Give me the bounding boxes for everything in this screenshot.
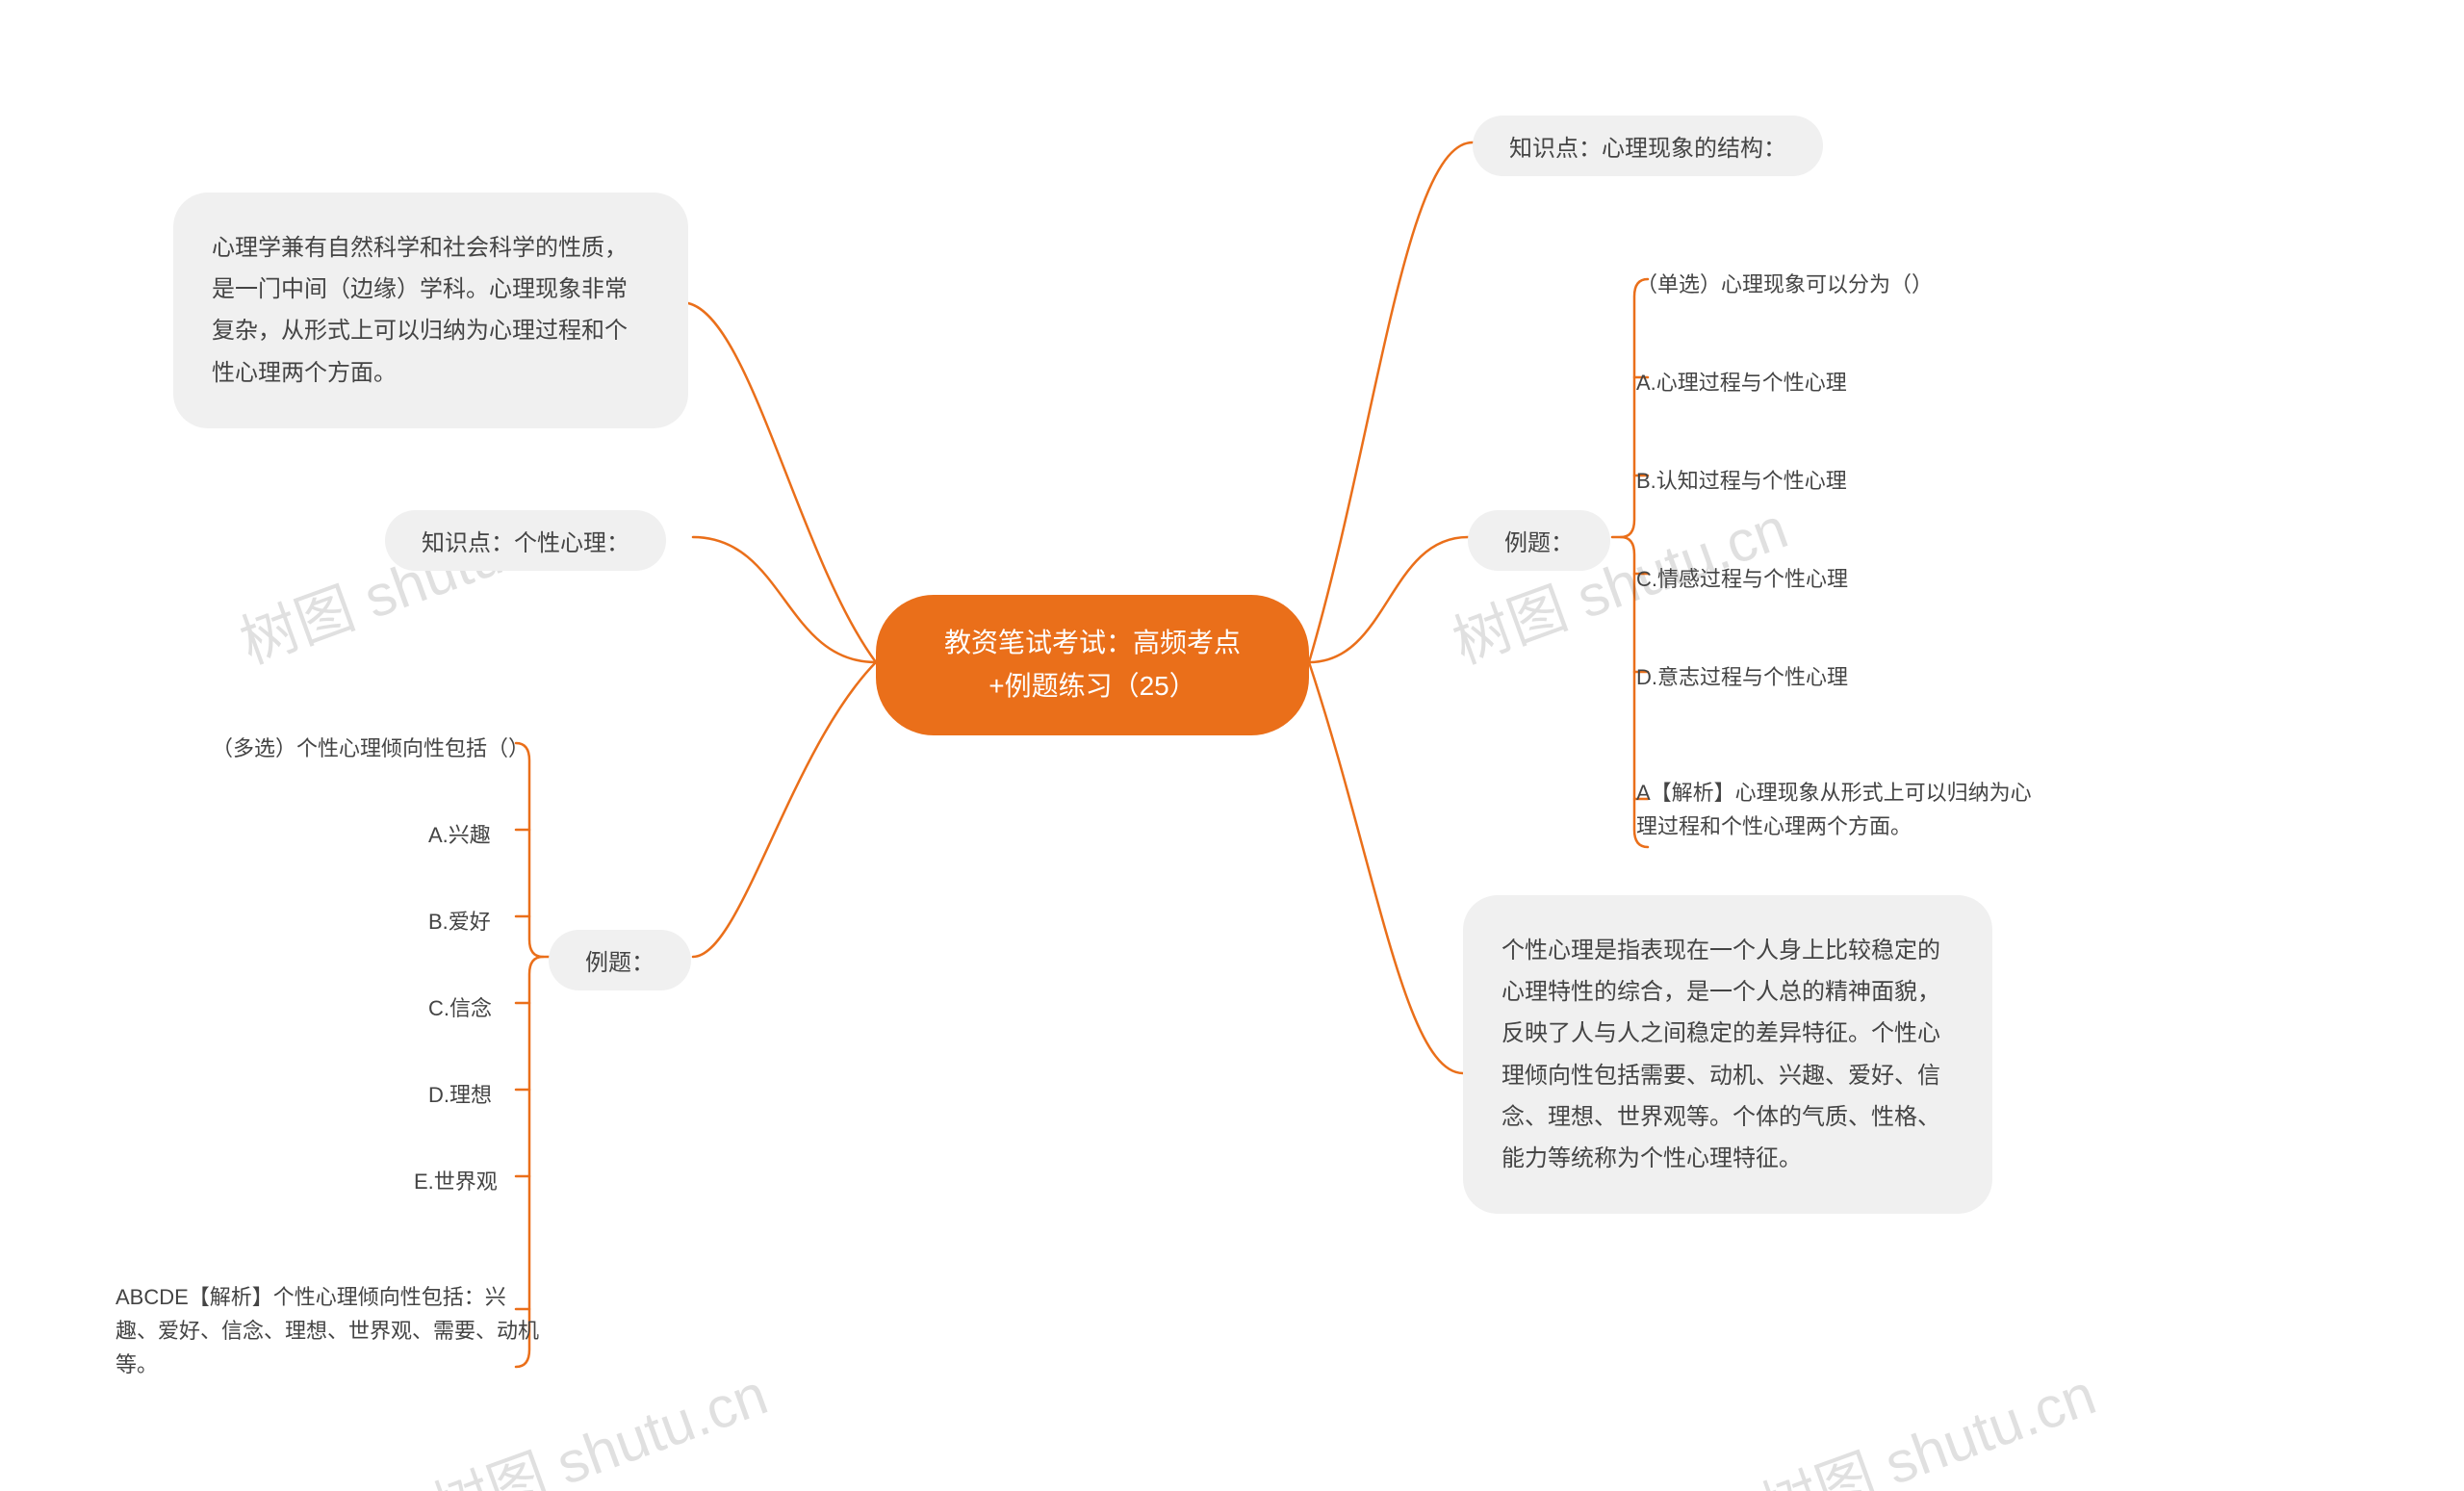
left-question: （多选）个性心理倾向性包括（） [212,732,529,762]
example-label-right: 例题： [1468,510,1610,571]
left-option-b: B.爱好 [428,905,491,936]
center-line1: 教资笔试考试：高频考点 [922,622,1263,665]
right-option-a: A.心理过程与个性心理 [1636,366,1847,397]
knowledge-point-left: 知识点：个性心理： [385,510,666,571]
right-option-c: C.情感过程与个性心理 [1636,562,1848,593]
right-answer: A【解析】心理现象从形式上可以归纳为心理过程和个性心理两个方面。 [1636,776,2050,843]
left-option-e: E.世界观 [414,1165,498,1195]
center-line2: +例题练习（25） [922,665,1263,708]
left-answer: ABCDE【解析】个性心理倾向性包括：兴趣、爱好、信念、理想、世界观、需要、动机… [116,1280,539,1382]
left-option-a: A.兴趣 [428,818,491,849]
intro-text-block: 心理学兼有自然科学和社会科学的性质，是一门中间（边缘）学科。心理现象非常复杂，从… [173,193,688,428]
left-option-c: C.信念 [428,991,492,1022]
right-question: （单选）心理现象可以分为（） [1636,268,1933,298]
example-label-left: 例题： [549,930,691,990]
center-node: 教资笔试考试：高频考点 +例题练习（25） [876,595,1309,735]
right-option-b: B.认知过程与个性心理 [1636,464,1847,495]
right-option-d: D.意志过程与个性心理 [1636,660,1848,691]
personality-text-block: 个性心理是指表现在一个人身上比较稳定的心理特性的综合，是一个人总的精神面貌，反映… [1463,895,1992,1214]
watermark: 树图 shutu.cn [1748,1348,2105,1491]
mindmap-canvas: 树图 shutu.cn 树图 shutu.cn 树图 shutu.cn 树图 s… [0,0,2464,1491]
knowledge-point-right: 知识点：心理现象的结构： [1473,116,1823,176]
left-option-d: D.理想 [428,1078,492,1109]
